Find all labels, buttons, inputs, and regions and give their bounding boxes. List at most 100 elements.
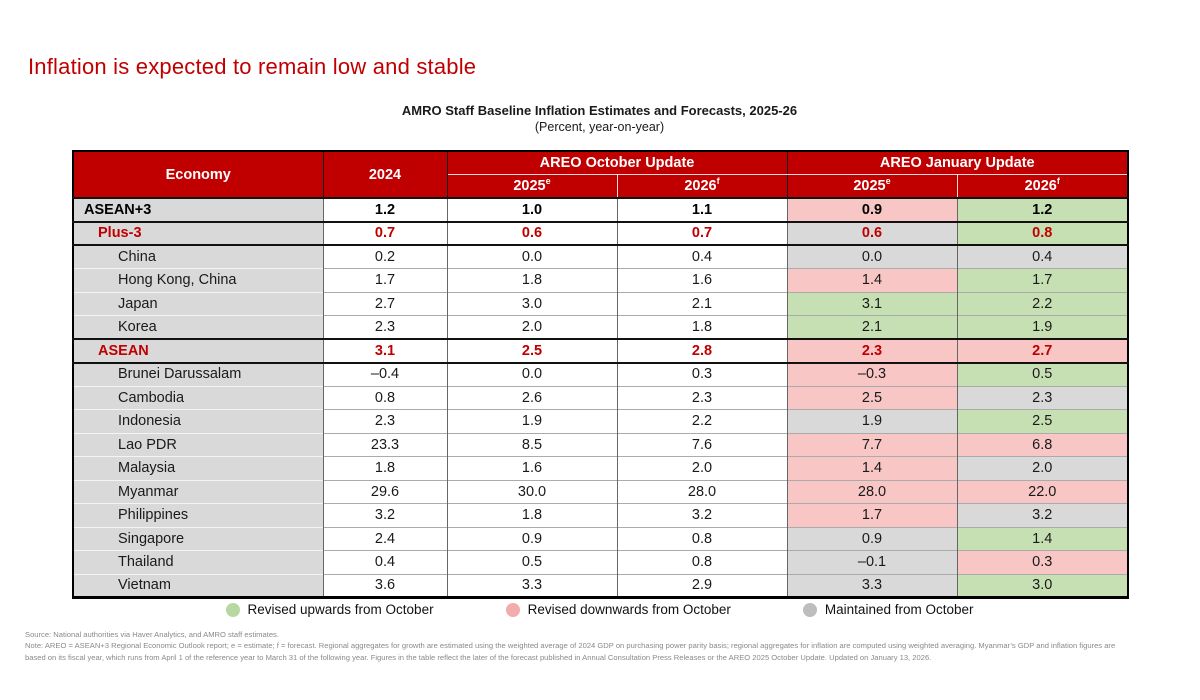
inflation-table: Economy 2024 AREO October Update AREO Ja…	[72, 150, 1129, 599]
table-row: Myanmar 29.6 30.0 28.0 28.0 22.0	[73, 479, 1128, 504]
cell-jan-2025: 3.3	[786, 573, 957, 598]
cell-oct-2026: 28.0	[616, 479, 787, 504]
economy-cell: Hong Kong, China	[73, 268, 323, 292]
col-header-oct-2026f: 2026f	[617, 174, 788, 198]
footnotes: Source: National authorities via Haver A…	[25, 629, 1133, 663]
cell-oct-2026: 2.2	[616, 409, 787, 433]
table-header: Economy 2024 AREO October Update AREO Ja…	[73, 151, 1128, 198]
col-group-areo-october: AREO October Update	[447, 151, 788, 175]
col-header-jan-2025e: 2025e	[787, 174, 958, 198]
legend: Revised upwards from October Revised dow…	[72, 602, 1127, 617]
cell-oct-2026: 2.8	[616, 338, 787, 364]
table-row: China 0.2 0.0 0.4 0.0 0.4	[73, 244, 1128, 269]
cell-jan-2025: 2.3	[786, 338, 957, 364]
cell-jan-2026: 0.3	[956, 550, 1128, 574]
cell-jan-2026: 2.2	[956, 291, 1128, 316]
legend-item-maintained: Maintained from October	[802, 602, 974, 617]
cell-2024: 0.8	[322, 385, 447, 410]
table-title: AMRO Staff Baseline Inflation Estimates …	[401, 103, 798, 118]
legend-label: Maintained from October	[824, 602, 974, 617]
cell-jan-2026: 1.4	[956, 526, 1128, 551]
revised-up-dot-icon	[225, 602, 240, 617]
table-body: ASEAN+3 1.2 1.0 1.1 0.9 1.2 Plus-3 0.7 0.6 0.7 0.6…	[73, 197, 1128, 598]
economy-cell: Myanmar	[73, 479, 323, 504]
cell-jan-2026: 6.8	[956, 432, 1128, 457]
economy-cell: Indonesia	[73, 409, 323, 433]
table-subtitle: (Percent, year-on-year)	[534, 120, 665, 134]
cell-oct-2026: 7.6	[616, 432, 787, 457]
cell-oct-2025: 2.6	[446, 385, 617, 410]
cell-oct-2025: 0.6	[446, 220, 617, 246]
cell-2024: 0.2	[322, 244, 447, 269]
table-row: ASEAN 3.1 2.5 2.8 2.3 2.7	[73, 338, 1128, 364]
table-row: Lao PDR 23.3 8.5 7.6 7.7 6.8	[73, 432, 1128, 457]
economy-cell: Vietnam	[73, 573, 323, 598]
cell-jan-2026: 1.7	[956, 268, 1128, 292]
economy-cell: Brunei Darussalam	[73, 362, 323, 386]
cell-jan-2026: 0.4	[956, 244, 1128, 269]
cell-jan-2026: 0.8	[956, 220, 1128, 246]
cell-jan-2026: 22.0	[956, 479, 1128, 504]
economy-cell: ASEAN+3	[73, 197, 323, 223]
cell-oct-2026: 2.0	[616, 456, 787, 480]
col-header-jan-2026f: 2026f	[957, 174, 1128, 198]
cell-oct-2025: 2.5	[446, 338, 617, 364]
cell-jan-2025: 7.7	[786, 432, 957, 457]
legend-label: Revised upwards from October	[247, 602, 434, 617]
economy-cell: Korea	[73, 315, 323, 339]
table-row: Cambodia 0.8 2.6 2.3 2.5 2.3	[73, 385, 1128, 410]
cell-oct-2025: 8.5	[446, 432, 617, 457]
economy-cell: Cambodia	[73, 385, 323, 410]
cell-jan-2025: 28.0	[786, 479, 957, 504]
cell-jan-2025: 2.5	[786, 385, 957, 410]
cell-oct-2026: 2.3	[616, 385, 787, 410]
economy-cell: ASEAN	[73, 338, 323, 364]
cell-jan-2025: 3.1	[786, 291, 957, 316]
economy-cell: Lao PDR	[73, 432, 323, 457]
cell-oct-2026: 0.4	[616, 244, 787, 269]
cell-oct-2025: 1.6	[446, 456, 617, 480]
cell-2024: 0.4	[322, 550, 447, 574]
cell-jan-2026: 3.0	[956, 573, 1128, 598]
col-header-economy: Economy	[73, 151, 324, 198]
economy-cell: Philippines	[73, 503, 323, 527]
economy-cell: China	[73, 244, 323, 269]
cell-oct-2025: 1.9	[446, 409, 617, 433]
page-title: Inflation is expected to remain low and …	[28, 54, 477, 79]
economy-cell: Plus-3	[73, 220, 323, 246]
cell-jan-2026: 3.2	[956, 503, 1128, 527]
col-header-oct-2025e: 2025e	[447, 174, 618, 198]
col-group-areo-january: AREO January Update	[787, 151, 1128, 175]
table-title-block: AMRO Staff Baseline Inflation Estimates …	[72, 103, 1127, 134]
cell-jan-2026: 1.9	[956, 315, 1128, 339]
cell-jan-2025: 1.4	[786, 268, 957, 292]
cell-jan-2025: 2.1	[786, 315, 957, 339]
cell-oct-2026: 1.8	[616, 315, 787, 339]
col-header-2024: 2024	[323, 151, 448, 198]
economy-cell: Japan	[73, 291, 323, 316]
cell-jan-2026: 2.3	[956, 385, 1128, 410]
methodology-note: Note: AREO = ASEAN+3 Regional Economic O…	[25, 641, 1116, 662]
source-note: Source: National authorities via Haver A…	[25, 630, 279, 639]
cell-2024: 1.2	[322, 197, 447, 223]
cell-2024: 3.6	[322, 573, 447, 598]
cell-jan-2025: 0.0	[786, 244, 957, 269]
legend-item-revised-up: Revised upwards from October	[225, 602, 434, 617]
cell-oct-2025: 1.8	[446, 503, 617, 527]
table-row: Indonesia 2.3 1.9 2.2 1.9 2.5	[73, 409, 1128, 433]
table-row: Singapore 2.4 0.9 0.8 0.9 1.4	[73, 526, 1128, 551]
table-row: Thailand 0.4 0.5 0.8 –0.1 0.3	[73, 550, 1128, 574]
cell-oct-2026: 0.8	[616, 526, 787, 551]
cell-2024: 2.3	[322, 315, 447, 339]
cell-oct-2025: 0.0	[446, 362, 617, 386]
cell-oct-2025: 1.8	[446, 268, 617, 292]
cell-oct-2025: 0.0	[446, 244, 617, 269]
table-row: Korea 2.3 2.0 1.8 2.1 1.9	[73, 315, 1128, 339]
cell-oct-2026: 0.7	[616, 220, 787, 246]
cell-oct-2025: 0.9	[446, 526, 617, 551]
legend-item-revised-down: Revised downwards from October	[505, 602, 731, 617]
cell-jan-2026: 2.7	[956, 338, 1128, 364]
table-row: Japan 2.7 3.0 2.1 3.1 2.2	[73, 291, 1128, 316]
cell-oct-2026: 0.3	[616, 362, 787, 386]
cell-2024: 1.7	[322, 268, 447, 292]
